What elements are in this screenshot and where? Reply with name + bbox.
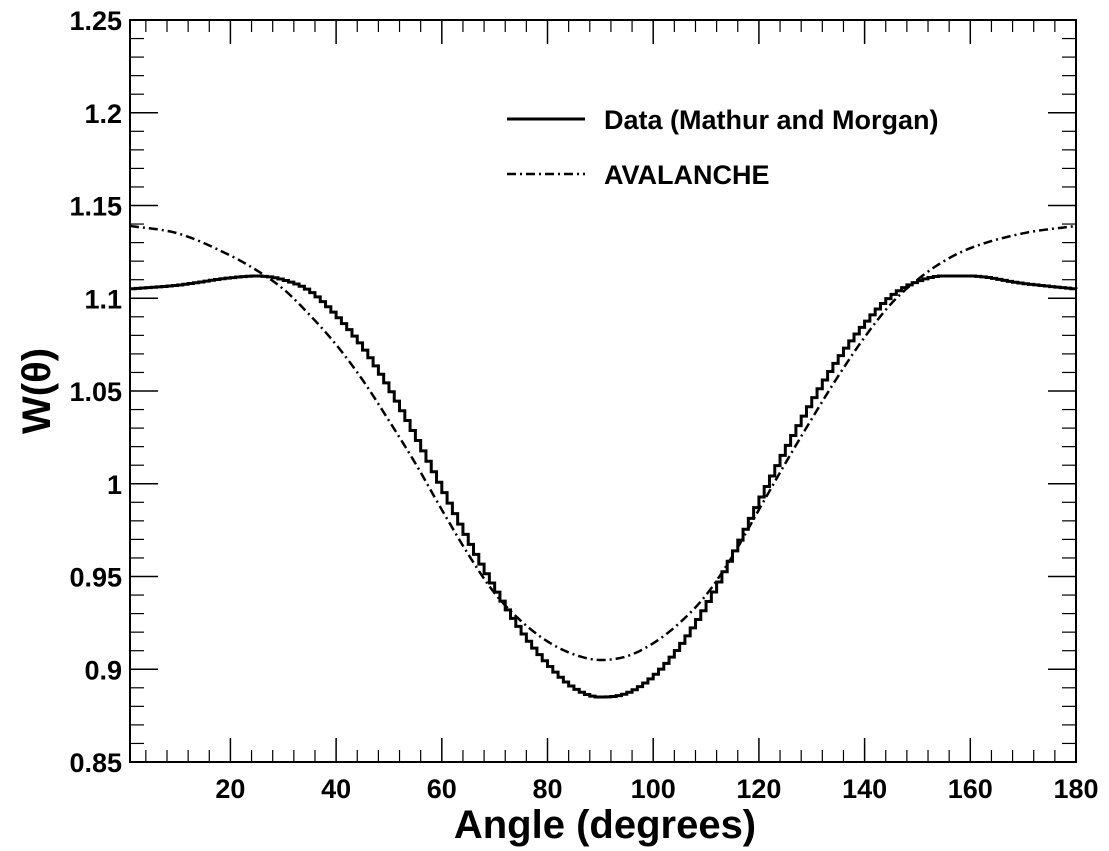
series-line-avalanche — [129, 224, 1077, 662]
x-tick-label: 120 — [736, 774, 781, 804]
y-tick-label: 1 — [107, 470, 122, 500]
y-tick-label: 1.25 — [69, 6, 122, 36]
axis-ticks — [130, 19, 1077, 763]
legend-label-data: Data (Mathur and Morgan) — [604, 105, 939, 135]
x-tick-label: 180 — [1053, 774, 1098, 804]
x-tick-label: 20 — [215, 774, 245, 804]
y-tick-label: 1.15 — [69, 192, 122, 222]
y-tick-label: 0.85 — [69, 748, 122, 778]
y-axis-title: W(θ) — [15, 348, 59, 434]
x-tick-label: 40 — [321, 774, 351, 804]
y-tick-label: 1.2 — [84, 99, 122, 129]
x-axis-title: Angle (degrees) — [454, 803, 756, 847]
y-tick-label: 0.95 — [69, 563, 122, 593]
x-tick-label: 160 — [948, 774, 993, 804]
x-tick-label: 80 — [532, 774, 562, 804]
x-tick-label: 100 — [631, 774, 676, 804]
y-tick-label: 1.05 — [69, 377, 122, 407]
tick-labels: 20 40 60 80 100 120 140 160 180 0.85 0.9 0.95 1 1.05 1… — [69, 6, 1098, 804]
y-tick-label: 0.9 — [84, 655, 122, 685]
series-group — [129, 224, 1078, 699]
y-tick-label: 1.1 — [84, 284, 122, 314]
legend: Data (Mathur and Morgan) AVALANCHE — [507, 105, 939, 190]
x-tick-label: 60 — [427, 774, 457, 804]
x-tick-label: 140 — [842, 774, 887, 804]
legend-label-avalanche: AVALANCHE — [604, 160, 770, 190]
series-line-data — [130, 274, 1078, 699]
